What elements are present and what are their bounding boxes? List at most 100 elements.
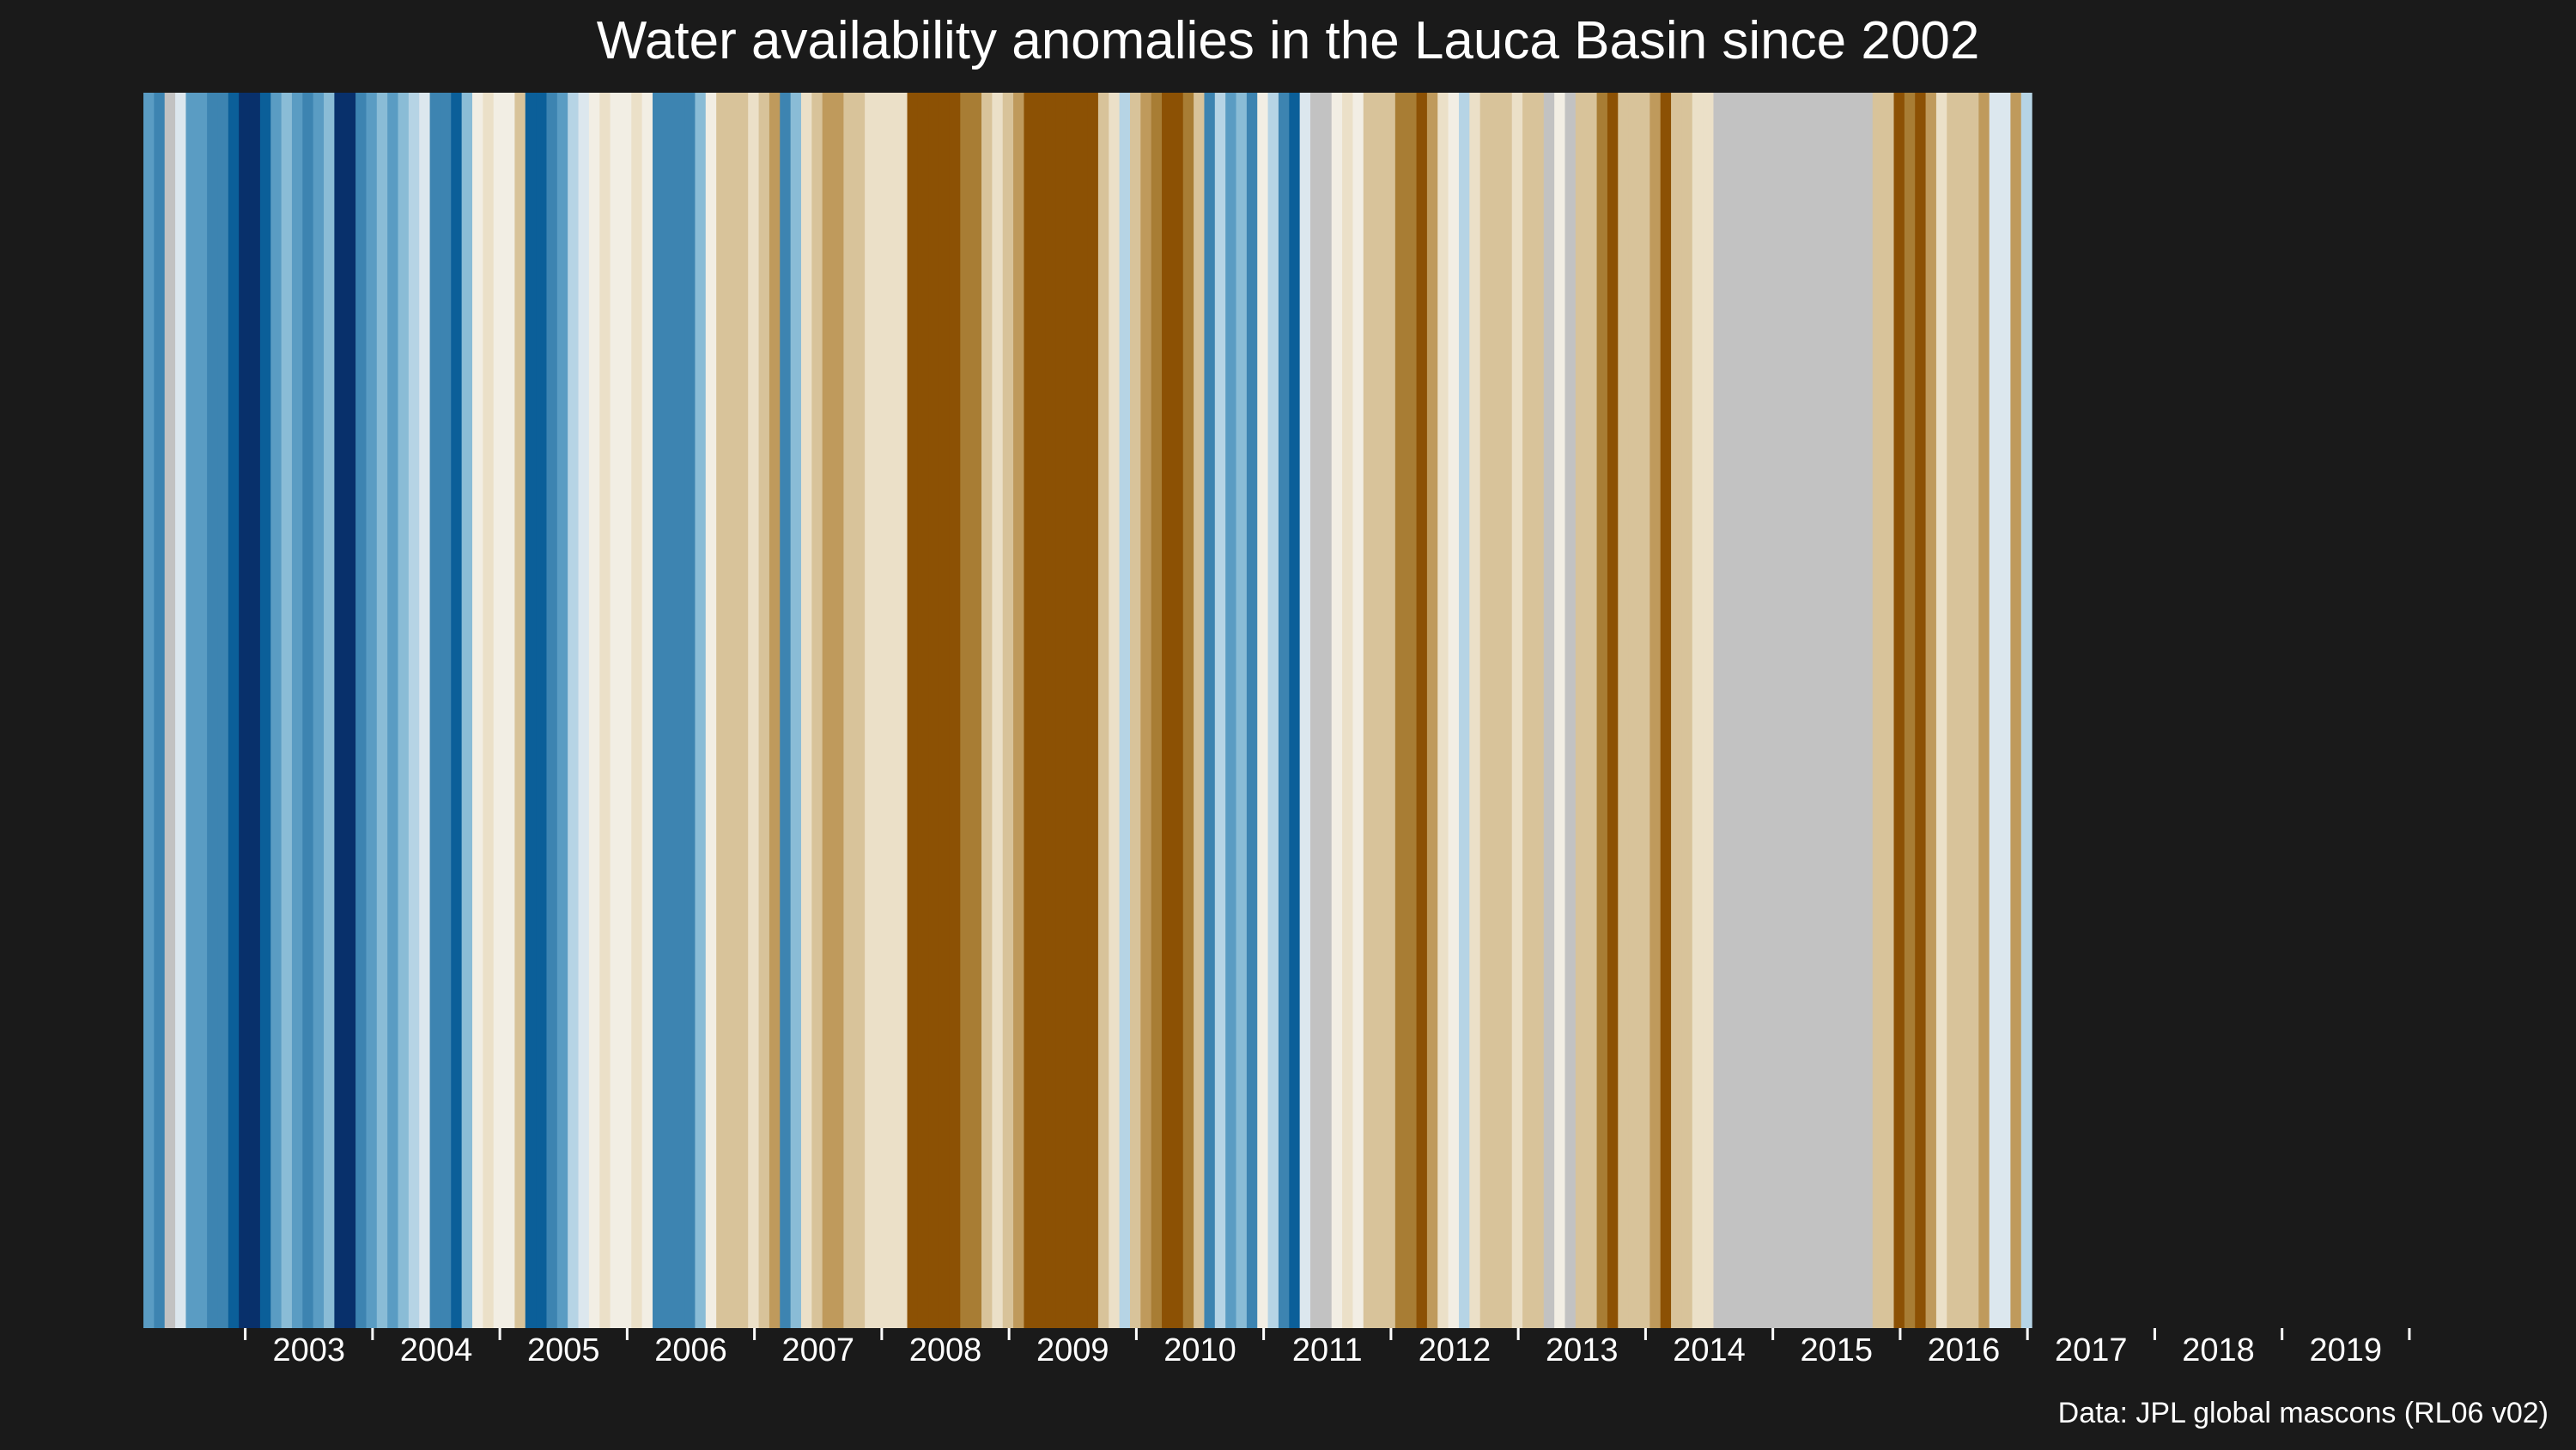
stripe-month xyxy=(1310,93,1321,1328)
x-tick-label: 2013 xyxy=(1546,1332,1619,1368)
stripe-month xyxy=(175,93,187,1328)
stripe-month xyxy=(1384,93,1396,1328)
stripe-month xyxy=(228,93,240,1328)
x-tick-label: 2012 xyxy=(1419,1332,1492,1368)
stripe-month xyxy=(1321,93,1333,1328)
stripe-month xyxy=(1299,93,1311,1328)
stripe-month xyxy=(1257,93,1269,1328)
stripe-month xyxy=(1182,93,1194,1328)
stripe-month xyxy=(1225,93,1237,1328)
x-tick-label: 2017 xyxy=(2055,1332,2128,1368)
stripe-month xyxy=(536,93,548,1328)
stripe-month xyxy=(769,93,781,1328)
stripe-month xyxy=(376,93,388,1328)
stripe-month xyxy=(504,93,516,1328)
stripe-month xyxy=(1808,93,1820,1328)
stripe-month xyxy=(620,93,632,1328)
stripe-month xyxy=(1289,93,1301,1328)
stripe-month xyxy=(1129,93,1141,1328)
stripe-month xyxy=(833,93,844,1328)
chart-title: Water availability anomalies in the Lauc… xyxy=(596,11,1980,70)
stripe-month xyxy=(1564,93,1577,1328)
stripe-month xyxy=(1713,93,1725,1328)
stripe-month xyxy=(737,93,749,1328)
stripe-month xyxy=(970,93,982,1328)
stripe-month xyxy=(854,93,866,1328)
stripe-month xyxy=(949,93,961,1328)
stripe-month xyxy=(334,93,346,1328)
stripes-group xyxy=(143,93,2032,1328)
stripe-month xyxy=(1204,93,1216,1328)
stripe-month xyxy=(451,93,463,1328)
x-tick-label: 2008 xyxy=(909,1332,982,1368)
stripe-month xyxy=(1236,93,1248,1328)
stripe-month xyxy=(483,93,495,1328)
stripe-month xyxy=(1638,93,1650,1328)
stripe-month xyxy=(800,93,812,1328)
stripe-month xyxy=(673,93,685,1328)
stripe-month xyxy=(1723,93,1735,1328)
stripe-month xyxy=(716,93,728,1328)
stripe-month xyxy=(291,93,303,1328)
stripe-month xyxy=(1925,93,1937,1328)
stripe-month xyxy=(1671,93,1683,1328)
stripe-month xyxy=(843,93,855,1328)
stripe-month xyxy=(1533,93,1545,1328)
stripe-month xyxy=(1883,93,1895,1328)
x-tick-label: 2004 xyxy=(400,1332,473,1368)
stripe-month xyxy=(1087,93,1099,1328)
stripe-month xyxy=(324,93,335,1328)
x-tick-label: 2003 xyxy=(272,1332,345,1368)
stripe-month xyxy=(981,93,993,1328)
stripe-month xyxy=(164,93,176,1328)
stripe-month xyxy=(1978,93,1990,1328)
stripe-month xyxy=(1194,93,1206,1328)
stripe-month xyxy=(1469,93,1481,1328)
stripe-month xyxy=(1777,93,1789,1328)
x-tick-label: 2009 xyxy=(1036,1332,1109,1368)
stripe-month xyxy=(1649,93,1662,1328)
stripe-month xyxy=(1989,93,2001,1328)
stripe-month xyxy=(398,93,410,1328)
stripe-month xyxy=(1097,93,1109,1328)
stripe-month xyxy=(885,93,897,1328)
stripe-month xyxy=(1915,93,1927,1328)
stripe-month xyxy=(281,93,293,1328)
stripe-month xyxy=(960,93,972,1328)
stripe-month xyxy=(2000,93,2011,1328)
stripe-month xyxy=(429,93,441,1328)
stripe-month xyxy=(1013,93,1025,1328)
stripe-month xyxy=(992,93,1004,1328)
stripe-month xyxy=(1787,93,1799,1328)
stripe-month xyxy=(2010,93,2022,1328)
stripe-month xyxy=(631,93,643,1328)
stripe-month xyxy=(578,93,590,1328)
x-tick-label: 2006 xyxy=(654,1332,727,1368)
stripe-month xyxy=(1554,93,1566,1328)
stripe-month xyxy=(355,93,368,1328)
stripe-month xyxy=(610,93,622,1328)
stripe-month xyxy=(493,93,505,1328)
stripe-month xyxy=(1967,93,1979,1328)
stripe-month xyxy=(790,93,802,1328)
stripe-month xyxy=(780,93,792,1328)
stripe-month xyxy=(259,93,271,1328)
stripe-month xyxy=(249,93,261,1328)
x-tick-label: 2016 xyxy=(1928,1332,2001,1368)
stripe-month xyxy=(344,93,356,1328)
stripe-month xyxy=(695,93,707,1328)
stripe-month xyxy=(514,93,526,1328)
stripe-month xyxy=(1426,93,1438,1328)
stripe-month xyxy=(568,93,580,1328)
stripe-month xyxy=(2020,93,2032,1328)
stripe-month xyxy=(366,93,378,1328)
stripe-month xyxy=(1172,93,1184,1328)
stripe-month xyxy=(1703,93,1715,1328)
x-tick-label: 2011 xyxy=(1292,1332,1363,1368)
stripe-month xyxy=(875,93,887,1328)
stripe-month xyxy=(1140,93,1152,1328)
stripe-month xyxy=(1681,93,1693,1328)
stripe-month xyxy=(1575,93,1587,1328)
stripe-month xyxy=(1840,93,1852,1328)
